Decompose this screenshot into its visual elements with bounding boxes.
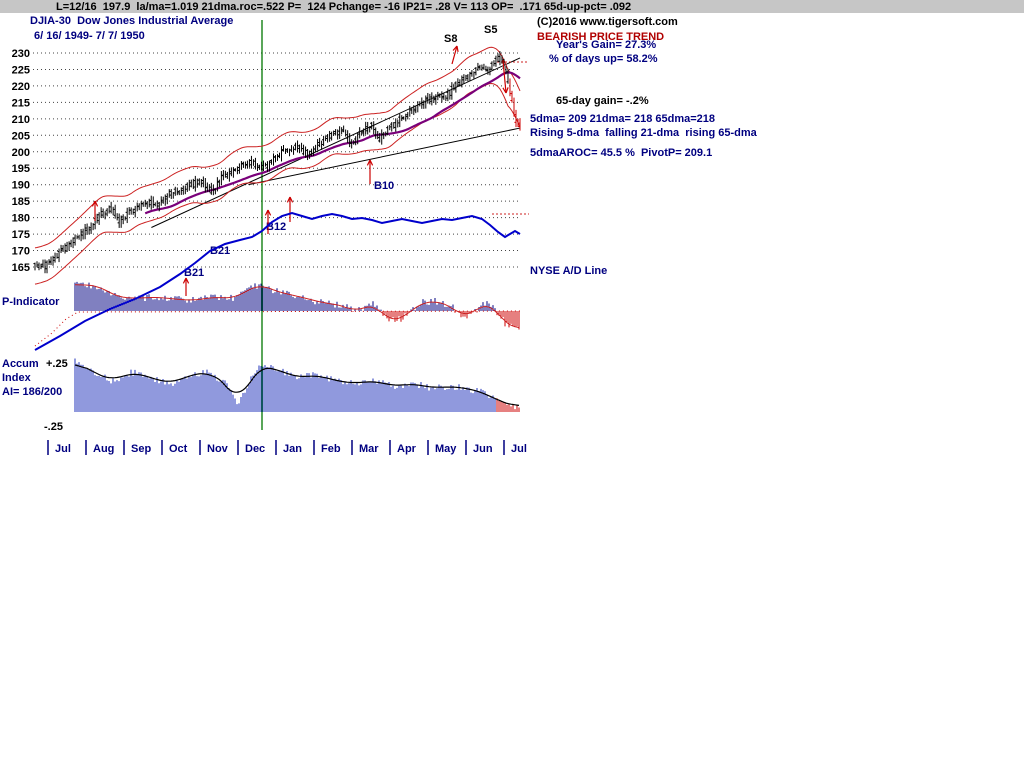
price-grid: 230 225 220 215 210 205 200 195 190 185 180 175 170 1… xyxy=(12,48,520,274)
svg-text:Apr: Apr xyxy=(397,443,417,455)
p-indicator-zeroline xyxy=(34,310,521,347)
p-indicator-ma xyxy=(75,284,520,329)
svg-text:170: 170 xyxy=(12,246,30,258)
svg-text:Jul: Jul xyxy=(511,443,527,455)
svg-text:215: 215 xyxy=(12,97,30,109)
gain-65day-label: 65-day gain= -.2% xyxy=(556,95,649,107)
svg-text:Oct: Oct xyxy=(169,443,188,455)
svg-text:210: 210 xyxy=(12,114,30,126)
accum-scale-bottom: -.25 xyxy=(44,421,63,433)
svg-text:May: May xyxy=(435,443,457,455)
svg-text:230: 230 xyxy=(12,48,30,60)
svg-text:S8: S8 xyxy=(444,33,457,45)
svg-text:175: 175 xyxy=(12,229,30,241)
svg-text:185: 185 xyxy=(12,196,30,208)
svg-text:Aug: Aug xyxy=(93,443,114,455)
svg-text:Feb: Feb xyxy=(321,443,341,455)
p-indicator-bars xyxy=(74,281,520,330)
ma-line-65dma xyxy=(144,71,521,215)
index-label: Index xyxy=(2,372,31,384)
price-bars xyxy=(33,51,521,274)
trend-status-label: BEARISH PRICE TREND xyxy=(537,31,665,43)
stats-bar: L=12/16 197.9 la/ma=1.019 21dma.roc=.522… xyxy=(0,0,1024,13)
month-axis: Jul Aug Sep Oct Nov Dec Jan Feb Mar Apr May Jun Jul xyxy=(47,440,527,455)
ad-line-label: NYSE A/D Line xyxy=(530,265,608,277)
svg-text:Nov: Nov xyxy=(207,443,229,455)
aroc-pivot-label: 5dmaAROC= 45.5 % PivotP= 209.1 xyxy=(530,147,713,159)
svg-text:205: 205 xyxy=(12,130,30,142)
dma-values-label: 5dma= 209 21dma= 218 65dma=218 xyxy=(530,113,715,125)
date-range: 6/ 16/ 1949- 7/ 7/ 1950 xyxy=(34,30,145,42)
stats-line: L=12/16 197.9 la/ma=1.019 21dma.roc=.522… xyxy=(56,1,632,13)
p-indicator-label: P-Indicator xyxy=(2,296,60,308)
svg-text:B12: B12 xyxy=(266,221,286,233)
svg-text:Jul: Jul xyxy=(55,443,71,455)
svg-text:B10: B10 xyxy=(374,180,394,192)
accum-label: Accum xyxy=(2,358,39,370)
svg-text:Sep: Sep xyxy=(131,443,151,455)
dma-trends-label: Rising 5-dma falling 21-dma rising 65-dm… xyxy=(530,127,757,139)
svg-text:B21: B21 xyxy=(184,267,204,279)
svg-text:165: 165 xyxy=(12,262,30,274)
svg-text:Jan: Jan xyxy=(283,443,302,455)
copyright-text: (C)2016 www.tigersoft.com xyxy=(537,16,678,28)
svg-text:195: 195 xyxy=(12,163,30,175)
svg-text:220: 220 xyxy=(12,81,30,93)
svg-text:Jun: Jun xyxy=(473,443,493,455)
svg-text:Mar: Mar xyxy=(359,443,379,455)
ai-value-label: AI= 186/200 xyxy=(2,386,63,398)
svg-text:180: 180 xyxy=(12,213,30,225)
accum-scale-top: +.25 xyxy=(46,358,68,370)
years-gain-label: Year's Gain= 27.3% xyxy=(556,39,657,51)
svg-text:200: 200 xyxy=(12,147,30,159)
svg-text:190: 190 xyxy=(12,180,30,192)
accum-ma-line xyxy=(74,364,520,406)
trendlines xyxy=(151,57,521,228)
symbol-title: DJIA-30 Dow Jones Industrial Average xyxy=(30,15,234,27)
days-up-label: % of days up= 58.2% xyxy=(549,53,658,65)
svg-text:Dec: Dec xyxy=(245,443,265,455)
accum-bars xyxy=(74,358,520,412)
nyse-ad-line xyxy=(34,211,521,351)
svg-text:225: 225 xyxy=(12,64,30,76)
svg-text:S5: S5 xyxy=(484,24,497,36)
signal-arrows xyxy=(91,45,509,296)
